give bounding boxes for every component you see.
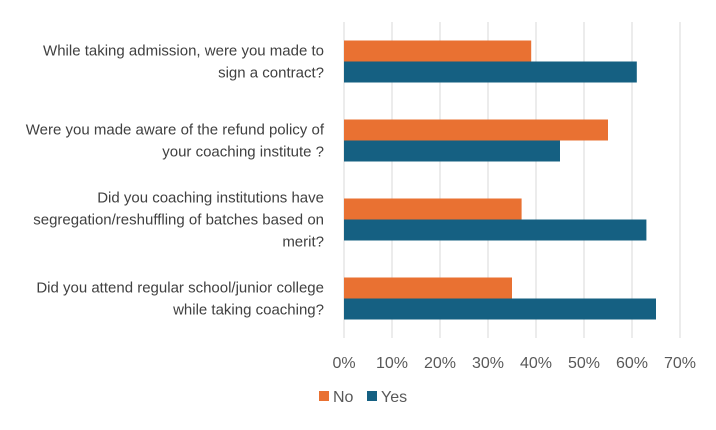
category-label: Did you coaching institutions have segreg… [33, 190, 324, 251]
x-tick-label: 60% [616, 355, 648, 372]
category-label-line: your coaching institute ? [162, 144, 324, 161]
x-tick-label: 10% [376, 355, 408, 372]
category-label-line: segregation/reshuffling of batches based… [33, 212, 324, 229]
bar-no [344, 119, 608, 141]
legend-swatch-yes [367, 391, 377, 401]
category-label-line: Were you made aware of the refund policy… [26, 122, 325, 139]
x-tick-label: 30% [472, 355, 504, 372]
x-tick-label: 70% [664, 355, 696, 372]
bar-yes [344, 61, 637, 83]
category-label-line: sign a contract? [218, 65, 324, 82]
legend-label-yes: Yes [381, 389, 407, 406]
category-label-line: Did you attend regular school/junior col… [36, 280, 324, 297]
bar-no [344, 198, 522, 220]
bar-no [344, 277, 512, 299]
legend-label-no: No [333, 389, 354, 406]
category-label-line: Did you coaching institutions have [97, 190, 324, 207]
category-label-line: merit? [282, 234, 324, 251]
category-label-line: While taking admission, were you made to [43, 43, 324, 60]
category-label: While taking admission, were you made to… [43, 43, 324, 82]
legend-swatch-no [319, 391, 329, 401]
bar-no [344, 40, 532, 62]
category-label: Did you attend regular school/junior col… [36, 280, 324, 319]
category-label: Were you made aware of the refund policy… [26, 122, 325, 161]
bar-yes [344, 219, 647, 241]
x-tick-label: 40% [520, 355, 552, 372]
category-label-line: while taking coaching? [172, 302, 324, 319]
bar-yes [344, 140, 560, 162]
x-tick-label: 20% [424, 355, 456, 372]
x-tick-label: 50% [568, 355, 600, 372]
bar-yes [344, 298, 656, 320]
x-tick-label: 0% [332, 355, 355, 372]
